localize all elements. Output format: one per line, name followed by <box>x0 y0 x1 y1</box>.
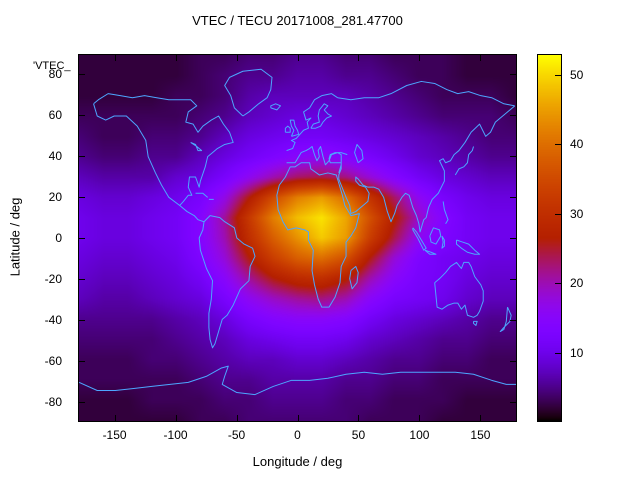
x-tick-label: -50 <box>227 428 246 442</box>
tick-mark <box>555 213 561 215</box>
x-tick-label: 50 <box>351 428 366 442</box>
colorbar-canvas <box>538 55 561 421</box>
colorbar-tick-label: 40 <box>570 137 584 152</box>
x-tick-label: 100 <box>409 428 430 442</box>
tick-mark <box>79 319 85 321</box>
tick-mark <box>79 115 85 117</box>
tick-mark <box>79 401 85 403</box>
tick-mark <box>480 55 482 61</box>
x-axis-label: Longitude / deg <box>252 454 343 469</box>
colorbar-tick-label: 10 <box>570 345 584 360</box>
tick-mark <box>480 415 482 421</box>
tick-mark <box>510 74 516 76</box>
tick-mark <box>236 415 238 421</box>
tick-mark <box>555 283 561 285</box>
tick-mark <box>175 415 177 421</box>
tick-mark <box>79 360 85 362</box>
tick-mark <box>555 144 561 146</box>
tick-mark <box>79 197 85 199</box>
tick-mark <box>510 360 516 362</box>
x-tick-label: 0 <box>294 428 301 442</box>
plot-title: VTEC / TECU 20171008_281.47700 <box>192 13 403 28</box>
colorbar-tick-label: 20 <box>570 276 584 291</box>
tick-mark <box>510 156 516 158</box>
tick-mark <box>79 74 85 76</box>
key-label: 'VTEC_ <box>33 60 71 72</box>
y-tick-label: -80 <box>44 394 62 409</box>
y-tick-label: -40 <box>44 312 62 327</box>
tick-mark <box>510 278 516 280</box>
tick-mark <box>510 197 516 199</box>
coastlines-overlay <box>79 55 516 421</box>
tick-mark <box>358 55 360 61</box>
tick-mark <box>510 238 516 239</box>
y-tick-label: -20 <box>44 271 62 286</box>
tick-mark <box>297 55 299 61</box>
y-tick-label: 80 <box>48 67 62 82</box>
tick-mark <box>510 401 516 403</box>
y-tick-label: 40 <box>48 149 62 164</box>
tick-mark <box>297 415 299 421</box>
tick-mark <box>79 156 85 158</box>
tick-mark <box>358 415 360 421</box>
y-tick-label: -60 <box>44 353 62 368</box>
colorbar-tick-label: 50 <box>570 67 584 82</box>
colorbar-tick-label: 30 <box>570 206 584 221</box>
tick-mark <box>114 415 116 421</box>
tick-mark <box>79 278 85 280</box>
coastline-path <box>79 69 516 394</box>
tick-mark <box>114 55 116 61</box>
y-tick-label: 60 <box>48 108 62 123</box>
tick-mark <box>79 238 85 239</box>
tick-mark <box>419 55 421 61</box>
x-tick-label: -100 <box>163 428 188 442</box>
tick-mark <box>175 55 177 61</box>
tick-mark <box>555 74 561 76</box>
tick-mark <box>419 415 421 421</box>
colorbar <box>537 54 562 422</box>
y-tick-label: 0 <box>55 231 62 245</box>
tick-mark <box>510 115 516 117</box>
y-tick-label: 20 <box>48 190 62 205</box>
tick-mark <box>510 319 516 321</box>
tick-mark <box>555 352 561 354</box>
x-tick-label: 150 <box>470 428 491 442</box>
plot-area <box>78 54 517 422</box>
tick-mark <box>236 55 238 61</box>
x-tick-label: -150 <box>102 428 127 442</box>
